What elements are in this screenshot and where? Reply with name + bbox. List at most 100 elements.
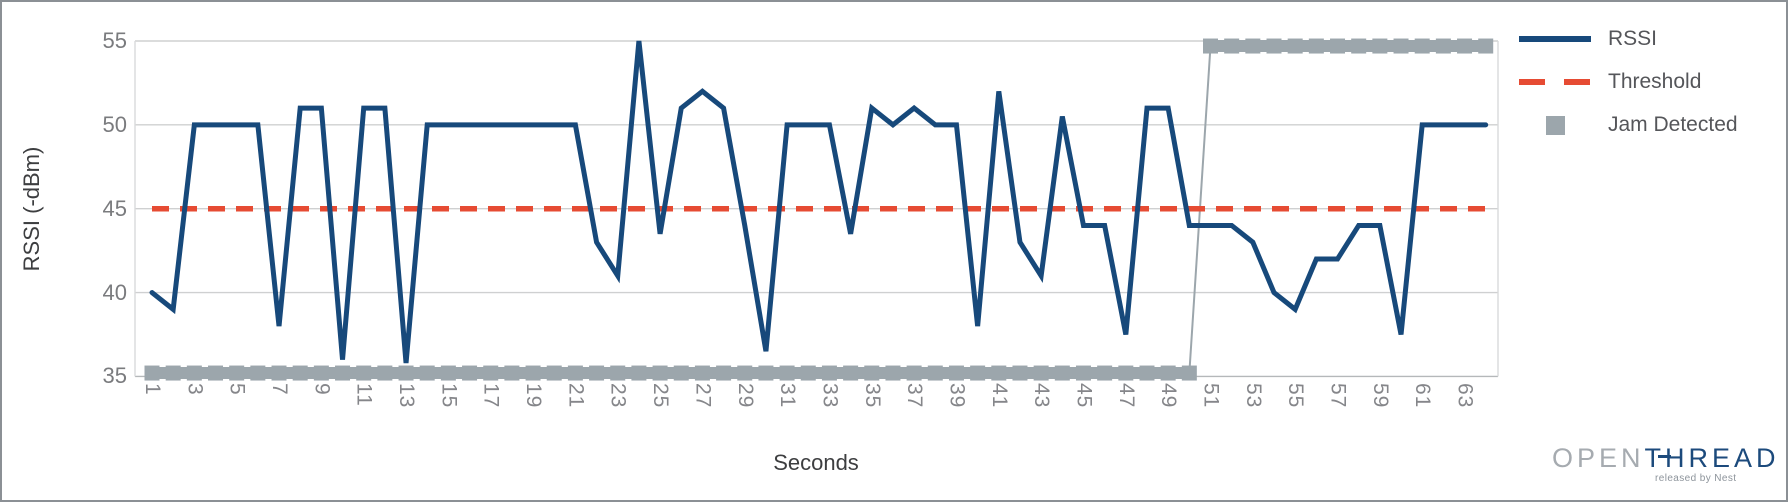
jam-square-marker	[1435, 38, 1451, 54]
x-tick-label: 43	[1030, 383, 1054, 409]
jam-square-marker	[652, 365, 668, 381]
jam-square-marker	[419, 365, 435, 381]
x-tick-label: 49	[1157, 383, 1181, 409]
x-tick-label: 23	[606, 383, 630, 409]
jam-square-marker	[906, 365, 922, 381]
legend-label-jam-detected: Jam Detected	[1608, 113, 1738, 136]
jam-square-icon	[1519, 115, 1591, 135]
jam-square-marker	[567, 365, 583, 381]
jam-square-marker	[864, 365, 880, 381]
legend-item-rssi: RSSI	[1519, 27, 1738, 51]
rssi-line	[149, 40, 1489, 364]
x-tick-label: 7	[268, 383, 292, 396]
jam-square-marker	[335, 365, 351, 381]
jam-square-marker	[144, 365, 160, 381]
jam-square-marker	[398, 365, 414, 381]
jam-square-marker	[821, 365, 837, 381]
jam-square-marker	[377, 365, 393, 381]
jam-square-marker	[758, 365, 774, 381]
legend-label-threshold: Threshold	[1608, 70, 1702, 93]
openthread-logo: OPENTHREAD	[1552, 443, 1780, 474]
jam-square-marker	[1478, 38, 1494, 54]
jam-square-marker	[504, 365, 520, 381]
x-tick-label: 3	[183, 383, 207, 396]
x-tick-label: 39	[945, 383, 969, 409]
jam-square-marker	[1181, 365, 1197, 381]
jam-square-marker	[1203, 38, 1218, 54]
jam-square-marker	[356, 365, 372, 381]
x-tick-label: 47	[1114, 383, 1138, 409]
jam-square-marker	[1308, 38, 1324, 54]
jam-square-marker	[313, 365, 329, 381]
x-axis-title: Seconds	[773, 450, 859, 475]
x-tick-label: 33	[818, 383, 842, 409]
x-tick-label: 11	[352, 383, 376, 407]
y-axis-title: RSSI (-dBm)	[19, 146, 44, 272]
legend-item-jam-detected: Jam Detected	[1519, 113, 1738, 137]
jam-square-marker	[1372, 38, 1388, 54]
jam-square-marker	[1266, 38, 1282, 54]
x-tick-label: 9	[310, 383, 334, 396]
jam-square-marker	[610, 365, 626, 381]
x-tick-label: 53	[1241, 383, 1265, 409]
jam-square-marker	[1139, 365, 1155, 381]
y-tick-label: 45	[102, 195, 127, 221]
x-tick-label: 25	[649, 383, 673, 409]
jam-square-marker	[483, 365, 499, 381]
jam-square-marker	[927, 365, 943, 381]
x-tick-label: 41	[987, 383, 1011, 409]
jam-square-marker	[229, 365, 245, 381]
x-tick-label: 15	[437, 383, 461, 409]
x-tick-label: 27	[691, 383, 715, 409]
x-tick-label: 31	[776, 383, 800, 409]
jam-square-marker	[843, 365, 859, 381]
jam-square-marker	[186, 365, 202, 381]
x-tick-label: 1	[141, 383, 164, 396]
x-tick-label: 51	[1199, 383, 1223, 409]
x-tick-label: 21	[564, 383, 588, 409]
jam-square-marker	[948, 365, 964, 381]
jam-square-marker	[589, 365, 605, 381]
jam-square-marker	[779, 365, 795, 381]
x-tick-label: 59	[1368, 383, 1392, 409]
jam-square-marker	[716, 365, 732, 381]
jam-square-marker	[1287, 38, 1303, 54]
jam-square-marker	[991, 365, 1007, 381]
logo-open-text: OPEN	[1552, 443, 1645, 473]
jam-square-marker	[1457, 38, 1473, 54]
logo-tagline: released by Nest	[1655, 473, 1737, 484]
jam-square-marker	[292, 365, 308, 381]
jam-square-marker	[1393, 38, 1409, 54]
jam-square-marker	[250, 365, 266, 381]
jam-square-marker	[208, 365, 224, 381]
x-tick-label: 35	[860, 383, 884, 409]
y-tick-label: 40	[102, 279, 127, 305]
jam-square-marker	[1012, 365, 1028, 381]
logo-th-ligature: TH	[1644, 443, 1689, 473]
jam-square-marker	[525, 365, 541, 381]
jam-square-marker	[1160, 365, 1176, 381]
x-tick-label: 57	[1326, 383, 1350, 409]
jam-square-marker	[694, 365, 710, 381]
x-tick-label: 45	[1072, 383, 1096, 409]
y-tick-label: 50	[102, 111, 127, 137]
x-tick-label: 19	[522, 383, 546, 409]
jam-square-marker	[1033, 365, 1049, 381]
jam-square-marker	[631, 365, 647, 381]
legend-label-rssi: RSSI	[1608, 27, 1658, 50]
x-tick-label: 13	[395, 383, 419, 409]
jam-square-marker	[462, 365, 478, 381]
x-tick-label: 5	[225, 383, 249, 396]
x-tick-label: 37	[903, 383, 927, 409]
jam-square-marker	[1118, 365, 1134, 381]
y-tick-label: 35	[102, 363, 127, 389]
jam-square-marker	[1351, 38, 1367, 54]
jam-square-marker	[271, 365, 287, 381]
y-tick-label: 55	[102, 28, 127, 53]
x-tick-label: 55	[1284, 383, 1308, 409]
threshold-dash-icon	[1519, 79, 1591, 85]
x-tick-label: 63	[1453, 383, 1477, 409]
jam-square-marker	[1054, 365, 1070, 381]
